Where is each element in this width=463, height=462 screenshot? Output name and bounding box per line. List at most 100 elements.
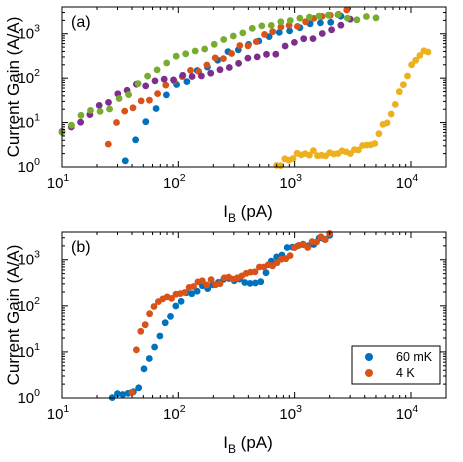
data-point-purple bbox=[207, 69, 215, 77]
legend-label-4k: 4 K bbox=[396, 366, 415, 380]
data-point-blue bbox=[135, 384, 143, 392]
panel-a-x-label-main: I bbox=[223, 202, 228, 221]
panel-b-axes-frame bbox=[61, 231, 447, 399]
data-point-purple bbox=[300, 35, 308, 43]
data-point-orange bbox=[294, 23, 301, 30]
data-point-orange bbox=[207, 276, 215, 283]
data-point-orange bbox=[137, 97, 145, 105]
data-point-orange bbox=[216, 280, 224, 288]
data-point-orange bbox=[321, 236, 329, 244]
data-point-green bbox=[286, 17, 294, 24]
data-point-orange bbox=[236, 42, 244, 49]
data-point-blue bbox=[163, 91, 170, 99]
x-tick-label: 102 bbox=[163, 403, 186, 423]
data-point-orange bbox=[146, 310, 154, 318]
panel-a-y-axis-label: Current Gain (A/A) bbox=[4, 17, 23, 158]
data-point-green bbox=[68, 121, 75, 129]
data-point-green bbox=[96, 108, 104, 115]
y-tick-label: 100 bbox=[17, 387, 40, 407]
data-point-orange bbox=[198, 277, 206, 285]
data-point-blue bbox=[177, 297, 185, 305]
data-point-yellow bbox=[371, 140, 379, 147]
panel-b-label: (b) bbox=[71, 239, 91, 256]
data-point-yellow bbox=[400, 81, 407, 88]
data-point-blue bbox=[275, 29, 283, 36]
x-tick-label: 103 bbox=[279, 403, 302, 423]
panel-b-x-label-unit: (pA) bbox=[236, 433, 273, 452]
data-point-purple bbox=[151, 77, 159, 85]
panel-b-ticks: 101 102 103 104 100 101 102 103 bbox=[17, 231, 447, 423]
data-point-yellow bbox=[289, 155, 297, 162]
data-point-purple bbox=[281, 42, 289, 50]
panel-b-y-axis-label: Current Gain (A/A) bbox=[4, 245, 23, 386]
data-point-blue bbox=[119, 391, 127, 398]
data-point-blue bbox=[132, 136, 140, 144]
data-point-orange bbox=[113, 119, 120, 126]
legend-marker-60mk bbox=[365, 353, 373, 361]
data-point-orange bbox=[211, 54, 219, 62]
data-point-orange bbox=[313, 238, 320, 246]
data-point-orange bbox=[302, 18, 309, 26]
data-point-orange bbox=[220, 55, 227, 62]
data-point-green bbox=[210, 40, 218, 48]
data-point-purple bbox=[253, 53, 261, 61]
panel-a-points bbox=[58, 6, 432, 170]
data-point-green bbox=[77, 111, 85, 119]
data-point-yellow bbox=[404, 72, 411, 80]
panel-b: 101 102 103 104 100 101 102 103 (b) Current Gai… bbox=[4, 230, 447, 456]
data-point-blue bbox=[188, 290, 196, 298]
x-tick-label: 101 bbox=[47, 403, 70, 423]
x-tick-label: 101 bbox=[47, 172, 70, 192]
data-point-yellow bbox=[383, 119, 391, 127]
data-point-green bbox=[191, 47, 199, 55]
data-point-yellow bbox=[424, 48, 432, 56]
data-point-green bbox=[229, 32, 237, 40]
data-point-green bbox=[144, 72, 152, 80]
data-point-blue bbox=[327, 18, 335, 26]
data-point-purple bbox=[235, 59, 243, 67]
data-point-green bbox=[172, 52, 180, 60]
data-point-green bbox=[220, 36, 228, 43]
data-point-blue bbox=[121, 157, 129, 165]
data-point-green bbox=[306, 13, 313, 21]
data-point-orange bbox=[104, 140, 112, 148]
data-point-purple bbox=[105, 99, 112, 106]
data-point-yellow bbox=[306, 151, 313, 159]
y-tick-label: 101 bbox=[17, 341, 40, 361]
y-tick-label: 102 bbox=[17, 67, 40, 87]
panel-b-legend: 60 mK 4 K bbox=[351, 345, 441, 385]
data-point-purple bbox=[160, 75, 168, 83]
data-point-blue bbox=[172, 302, 180, 310]
data-point-purple bbox=[337, 21, 345, 29]
data-point-green bbox=[267, 22, 275, 29]
data-point-orange bbox=[261, 31, 268, 38]
data-point-blue bbox=[152, 105, 160, 112]
data-point-purple bbox=[225, 64, 233, 71]
data-point-purple bbox=[77, 118, 84, 126]
panel-b-points bbox=[108, 230, 334, 401]
data-point-purple bbox=[309, 35, 317, 42]
data-point-blue bbox=[317, 19, 324, 27]
data-point-orange bbox=[133, 346, 140, 354]
data-point-purple bbox=[328, 26, 335, 34]
data-point-orange bbox=[203, 281, 211, 289]
x-tick-label: 104 bbox=[396, 172, 419, 192]
data-point-orange bbox=[304, 244, 312, 251]
data-point-green bbox=[239, 29, 247, 37]
data-point-green bbox=[115, 95, 123, 102]
data-point-orange bbox=[244, 42, 252, 50]
data-point-yellow bbox=[310, 147, 317, 155]
data-point-green bbox=[182, 50, 190, 58]
data-point-orange bbox=[162, 81, 170, 89]
data-point-blue bbox=[246, 280, 254, 287]
data-point-green bbox=[334, 11, 342, 19]
data-point-orange bbox=[228, 50, 236, 57]
data-point-green bbox=[315, 12, 323, 20]
y-tick-label: 101 bbox=[17, 112, 40, 132]
panel-a-x-label-unit: (pA) bbox=[236, 202, 273, 221]
data-point-blue bbox=[167, 313, 174, 320]
data-point-blue bbox=[183, 78, 191, 85]
panel-a: 101 102 103 104 100 101 102 103 (a) Current Gai… bbox=[4, 6, 447, 225]
data-point-orange bbox=[286, 252, 294, 259]
legend-label-60mk: 60 mK bbox=[396, 350, 433, 364]
